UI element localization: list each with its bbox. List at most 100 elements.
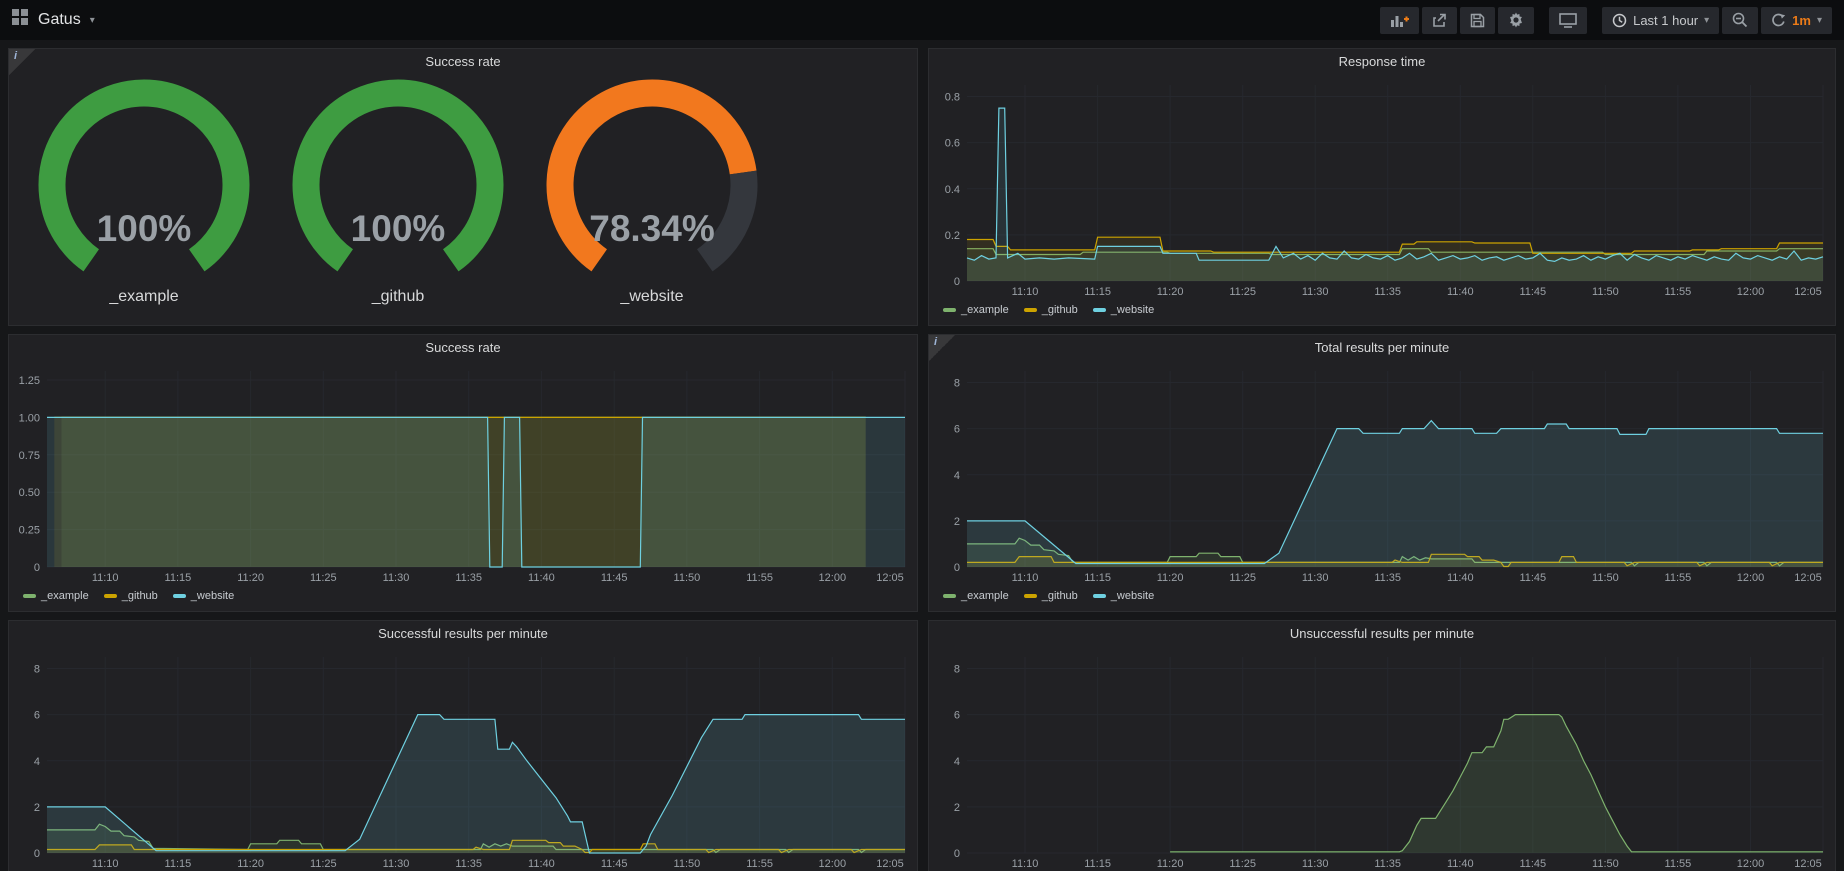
svg-text:11:15: 11:15 (1084, 858, 1111, 870)
add-panel-button[interactable] (1380, 7, 1419, 34)
svg-text:11:10: 11:10 (1012, 572, 1039, 584)
success-rate-svg: 11:1011:1511:2011:2511:3011:3511:4011:45… (9, 361, 917, 587)
panel-title[interactable]: Response time (929, 49, 1835, 75)
svg-text:11:20: 11:20 (237, 858, 264, 870)
svg-text:1.00: 1.00 (19, 412, 40, 424)
svg-text:8: 8 (954, 664, 960, 676)
svg-text:0.50: 0.50 (19, 487, 40, 499)
zoom-out-button[interactable] (1722, 7, 1758, 34)
svg-text:12:00: 12:00 (819, 858, 847, 870)
legend-item-_website[interactable]: _website (1093, 590, 1154, 602)
legend: _example _github _website (9, 587, 917, 611)
success-rate-chart[interactable]: 11:1011:1511:2011:2511:3011:3511:4011:45… (9, 361, 917, 587)
chevron-down-icon: ▾ (1704, 15, 1709, 26)
unsuccessful-results-chart[interactable]: 11:1011:1511:2011:2511:3011:3511:4011:45… (929, 647, 1835, 871)
monitor-icon (1559, 13, 1577, 28)
share-icon (1432, 13, 1447, 28)
svg-text:0.4: 0.4 (945, 184, 960, 196)
svg-text:12:00: 12:00 (1737, 572, 1765, 584)
svg-text:11:30: 11:30 (1302, 286, 1329, 298)
legend-item-_github[interactable]: _github (1024, 304, 1078, 316)
svg-text:11:10: 11:10 (92, 858, 119, 870)
svg-text:11:20: 11:20 (1157, 572, 1184, 584)
svg-text:11:15: 11:15 (165, 572, 192, 584)
svg-text:0: 0 (954, 276, 960, 288)
svg-text:0: 0 (34, 848, 40, 860)
svg-text:11:50: 11:50 (1592, 858, 1619, 870)
legend-item-_example[interactable]: _example (23, 590, 89, 602)
svg-text:0.6: 0.6 (945, 138, 960, 150)
time-range-button[interactable]: Last 1 hour ▾ (1602, 7, 1719, 34)
svg-text:11:55: 11:55 (746, 858, 773, 870)
legend: _example _github _website (929, 587, 1835, 611)
legend-item-_example[interactable]: _example (943, 590, 1009, 602)
svg-text:11:30: 11:30 (1302, 858, 1329, 870)
chevron-down-icon[interactable]: ▾ (90, 15, 95, 26)
time-range-label: Last 1 hour (1633, 13, 1698, 28)
successful-results-chart[interactable]: 11:1011:1511:2011:2511:3011:3511:4011:45… (9, 647, 917, 871)
svg-text:11:50: 11:50 (1592, 572, 1619, 584)
gauge-_website: 78.34%_website (525, 75, 779, 306)
panel-title[interactable]: Total results per minute (929, 335, 1835, 361)
save-button[interactable] (1460, 7, 1495, 34)
svg-text:11:45: 11:45 (1519, 858, 1546, 870)
total-results-per-minute-svg: 11:1011:1511:2011:2511:3011:3511:4011:45… (929, 361, 1835, 587)
svg-text:4: 4 (34, 756, 40, 768)
navbar: Gatus ▾ (0, 0, 1844, 40)
panel-title[interactable]: Success rate (9, 49, 917, 75)
gauge-endpoint-label: _github (372, 288, 425, 306)
svg-text:11:55: 11:55 (1665, 572, 1692, 584)
svg-text:8: 8 (34, 664, 40, 676)
legend-swatch (173, 594, 186, 598)
panel-success-rate-gauges: i Success rate 100%_example100%_github78… (8, 48, 918, 326)
panel-response-time: Response time 11:1011:1511:2011:2511:301… (928, 48, 1836, 326)
chevron-down-icon: ▾ (1817, 15, 1822, 26)
svg-text:11:10: 11:10 (92, 572, 119, 584)
dashboard-title[interactable]: Gatus (38, 11, 81, 29)
svg-text:12:00: 12:00 (1737, 858, 1765, 870)
svg-text:11:15: 11:15 (1084, 286, 1111, 298)
panel-title[interactable]: Success rate (9, 335, 917, 361)
svg-text:100%: 100% (351, 208, 446, 249)
legend-swatch (1093, 308, 1106, 312)
dashboard-grid-icon[interactable] (12, 9, 29, 31)
gauge-row: 100%_example100%_github78.34%_website (9, 75, 917, 325)
tv-mode-button[interactable] (1549, 7, 1587, 34)
gauge-endpoint-label: _website (620, 288, 683, 306)
svg-text:12:05: 12:05 (876, 572, 904, 584)
legend-item-_github[interactable]: _github (104, 590, 158, 602)
panel-info-corner[interactable]: i (9, 49, 35, 75)
svg-text:11:15: 11:15 (1084, 572, 1111, 584)
svg-text:11:40: 11:40 (1447, 858, 1474, 870)
dashboard-grid: i Success rate 100%_example100%_github78… (0, 40, 1844, 871)
panel-title[interactable]: Successful results per minute (9, 621, 917, 647)
panel-unsuccessful-results: Unsuccessful results per minute 11:1011:… (928, 620, 1836, 871)
legend-item-_website[interactable]: _website (1093, 304, 1154, 316)
svg-text:2: 2 (34, 802, 40, 814)
refresh-button[interactable]: 1m ▾ (1761, 7, 1832, 34)
svg-text:8: 8 (954, 378, 960, 390)
response-time-chart[interactable]: 11:1011:1511:2011:2511:3011:3511:4011:45… (929, 75, 1835, 301)
panel-title[interactable]: Unsuccessful results per minute (929, 621, 1835, 647)
add-panel-icon (1390, 13, 1409, 28)
svg-text:0.75: 0.75 (19, 450, 40, 462)
svg-text:11:35: 11:35 (455, 858, 482, 870)
svg-text:11:25: 11:25 (310, 858, 337, 870)
settings-button[interactable] (1498, 7, 1534, 34)
legend-swatch (1024, 594, 1037, 598)
clock-icon (1612, 13, 1627, 28)
legend-item-_example[interactable]: _example (943, 304, 1009, 316)
save-icon (1470, 13, 1485, 28)
svg-text:11:45: 11:45 (1519, 286, 1546, 298)
svg-text:11:45: 11:45 (601, 858, 628, 870)
legend-item-_github[interactable]: _github (1024, 590, 1078, 602)
legend-item-_website[interactable]: _website (173, 590, 234, 602)
panel-info-corner[interactable]: i (929, 335, 955, 361)
share-button[interactable] (1422, 7, 1457, 34)
svg-text:11:35: 11:35 (455, 572, 482, 584)
total-results-chart[interactable]: 11:1011:1511:2011:2511:3011:3511:4011:45… (929, 361, 1835, 587)
svg-text:11:25: 11:25 (1229, 572, 1256, 584)
svg-text:0: 0 (954, 562, 960, 574)
svg-text:1.25: 1.25 (19, 375, 40, 387)
gear-icon (1508, 12, 1524, 28)
